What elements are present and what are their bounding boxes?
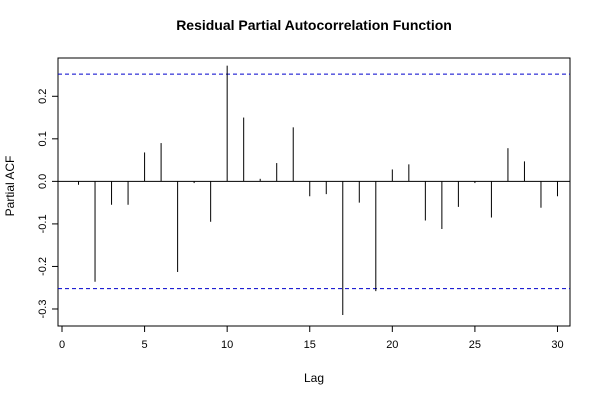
y-axis-label: Partial ACF [3,156,17,217]
y-tick-label: -0.2 [37,257,49,276]
chart-title: Residual Partial Autocorrelation Functio… [176,17,452,33]
y-tick-label: 0.1 [37,131,49,146]
y-tick-label: 0.2 [37,89,49,104]
y-tick-label: 0.0 [37,174,49,189]
x-tick-label: 30 [551,339,563,351]
y-tick-label: -0.1 [37,214,49,233]
x-tick-label: 0 [59,339,65,351]
x-tick-label: 25 [469,339,481,351]
chart-marks: 0 5 10 15 20 25 30 -0.3 -0.2 -0.1 0.0 0.1 0.2 [37,65,570,351]
x-tick-label: 10 [221,339,233,351]
x-axis-label: Lag [304,371,324,385]
plot-box [57,57,571,327]
x-tick-label: 5 [142,339,148,351]
x-tick-label: 15 [304,339,316,351]
y-tick-label: -0.3 [37,299,49,318]
x-tick-label: 20 [386,339,398,351]
